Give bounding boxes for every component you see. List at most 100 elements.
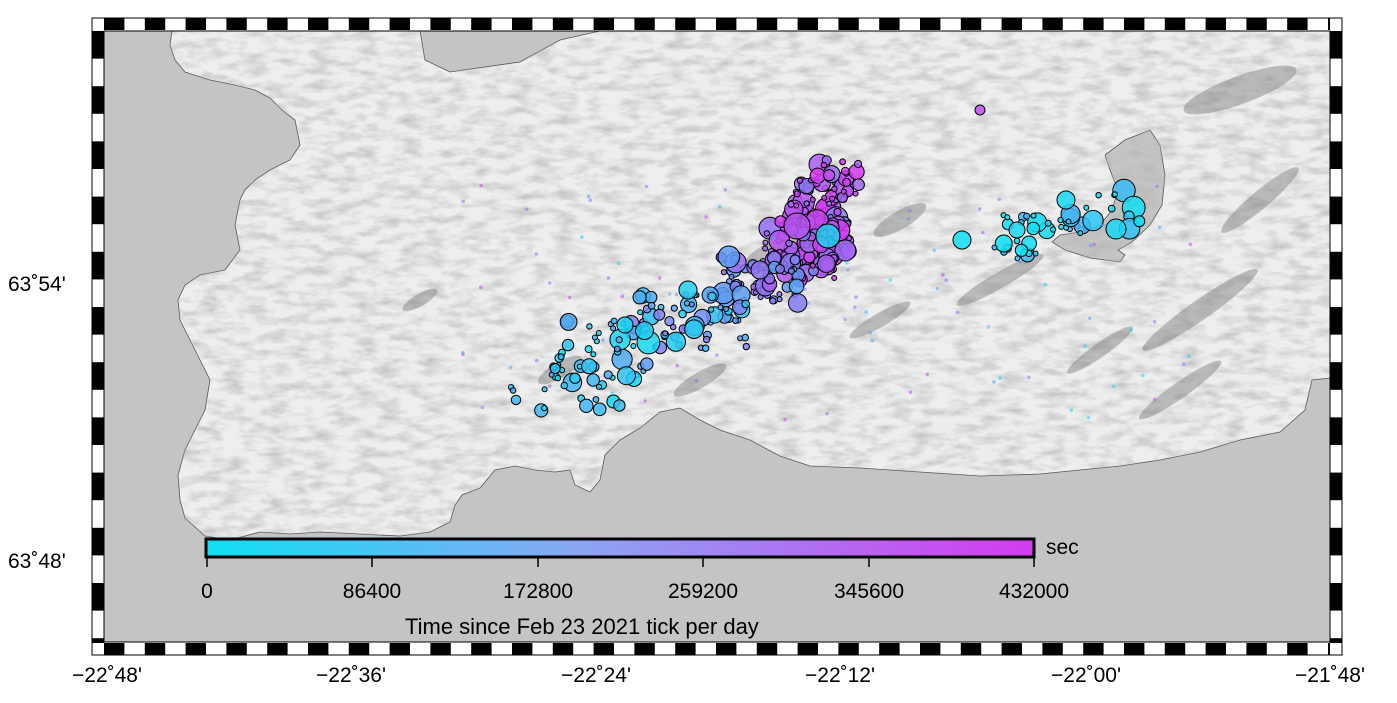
earthquake-marker [944, 278, 948, 282]
colorbar-tick-6: 432000 [998, 580, 1070, 603]
earthquake-marker [603, 370, 613, 380]
earthquake-marker [670, 304, 678, 312]
earthquake-marker [845, 260, 849, 265]
earthquake-marker [772, 236, 776, 241]
earthquake-marker [704, 215, 708, 219]
earthquake-marker [717, 304, 724, 311]
earthquake-marker [581, 358, 598, 375]
lon-label-4: −22˚12' [805, 664, 875, 687]
earthquake-marker [806, 301, 811, 305]
earthquake-marker [541, 404, 548, 412]
colorbar-tick-3: 172800 [502, 580, 574, 603]
earthquake-marker [908, 209, 912, 213]
earthquake-marker [718, 204, 722, 209]
colorbar-tick-4: 259200 [667, 580, 739, 603]
earthquake-marker [557, 353, 565, 361]
earthquake-marker [595, 330, 602, 336]
earthquake-marker [510, 394, 522, 406]
earthquake-marker [1155, 184, 1159, 189]
earthquake-marker [986, 325, 991, 329]
earthquake-marker [580, 235, 584, 239]
earthquake-marker [508, 384, 513, 389]
earthquake-marker [610, 325, 617, 332]
earthquake-marker [1013, 237, 1021, 245]
earthquake-marker [554, 374, 562, 382]
earthquake-marker [643, 399, 647, 403]
earthquake-marker [908, 390, 913, 395]
earthquake-marker [560, 381, 569, 390]
earthquake-marker [683, 300, 691, 307]
earthquake-marker [534, 358, 539, 363]
earthquake-marker [723, 188, 728, 192]
earthquake-marker [549, 363, 561, 374]
earthquake-marker [657, 276, 662, 280]
earthquake-marker [868, 331, 872, 335]
earthquake-marker [796, 177, 804, 184]
earthquake-marker [461, 199, 466, 204]
earthquake-marker [627, 332, 631, 336]
earthquake-marker [1088, 243, 1093, 248]
colorbar [204, 537, 1036, 567]
earthquake-marker [821, 194, 828, 201]
earthquake-marker [787, 200, 795, 208]
earthquake-marker [1107, 204, 1116, 213]
earthquake-marker [632, 290, 647, 305]
lon-label-3: −22˚24' [561, 664, 631, 687]
earthquake-marker [653, 308, 666, 321]
earthquake-marker [461, 350, 465, 355]
earthquake-marker [854, 295, 858, 299]
earthquake-marker [1188, 242, 1193, 247]
earthquake-marker [742, 342, 750, 351]
earthquake-marker [606, 276, 611, 280]
earthquake-marker [741, 299, 751, 309]
lat-label-1: 63˚54' [8, 273, 66, 296]
earthquake-marker [1105, 218, 1127, 240]
earthquake-marker [1157, 225, 1162, 229]
earthquake-marker [702, 335, 711, 344]
earthquake-marker [817, 181, 821, 185]
earthquake-marker [1112, 191, 1118, 198]
earthquake-marker [1083, 344, 1087, 348]
earthquake-marker [1141, 373, 1145, 378]
earthquake-marker [559, 313, 578, 331]
colorbar-label: Time since Feb 23 2021 tick per day [405, 614, 759, 639]
earthquake-marker [852, 178, 865, 191]
earthquake-marker [1101, 223, 1105, 228]
earthquake-marker [1014, 243, 1029, 257]
earthquake-marker [579, 398, 594, 413]
earthquake-marker [547, 384, 552, 389]
earthquake-marker [809, 167, 826, 184]
earthquake-marker [616, 316, 634, 334]
colorbar-tick-2: 86400 [342, 580, 402, 603]
earthquake-marker [479, 183, 483, 188]
earthquake-marker [640, 357, 654, 371]
earthquake-marker [932, 248, 936, 252]
earthquake-marker [815, 223, 841, 249]
earthquake-marker [707, 291, 717, 302]
earthquake-marker [667, 292, 672, 296]
earthquake-marker [824, 257, 829, 261]
earthquake-marker [831, 185, 838, 193]
lon-label-6: −21˚48' [1295, 664, 1365, 687]
earthquake-marker [870, 338, 874, 343]
earthquake-marker [586, 194, 591, 199]
earthquake-marker [991, 244, 998, 251]
earthquake-marker [694, 379, 699, 383]
earthquake-marker [1182, 362, 1186, 367]
earthquake-marker [820, 161, 828, 169]
earthquake-marker [1086, 415, 1091, 420]
earthquake-marker [1129, 328, 1133, 332]
earthquake-marker [613, 345, 621, 353]
earthquake-marker [788, 293, 808, 313]
earthquake-marker [788, 278, 805, 295]
earthquake-marker [1026, 221, 1041, 236]
earthquake-marker [762, 239, 769, 246]
earthquake-marker [852, 190, 859, 197]
earthquake-marker [925, 372, 930, 377]
earthquake-marker [785, 239, 793, 248]
earthquake-marker [952, 230, 972, 250]
earthquake-marker [616, 366, 636, 386]
earthquake-marker [615, 336, 623, 344]
earthquake-marker [941, 273, 945, 277]
earthquake-marker [974, 104, 986, 116]
